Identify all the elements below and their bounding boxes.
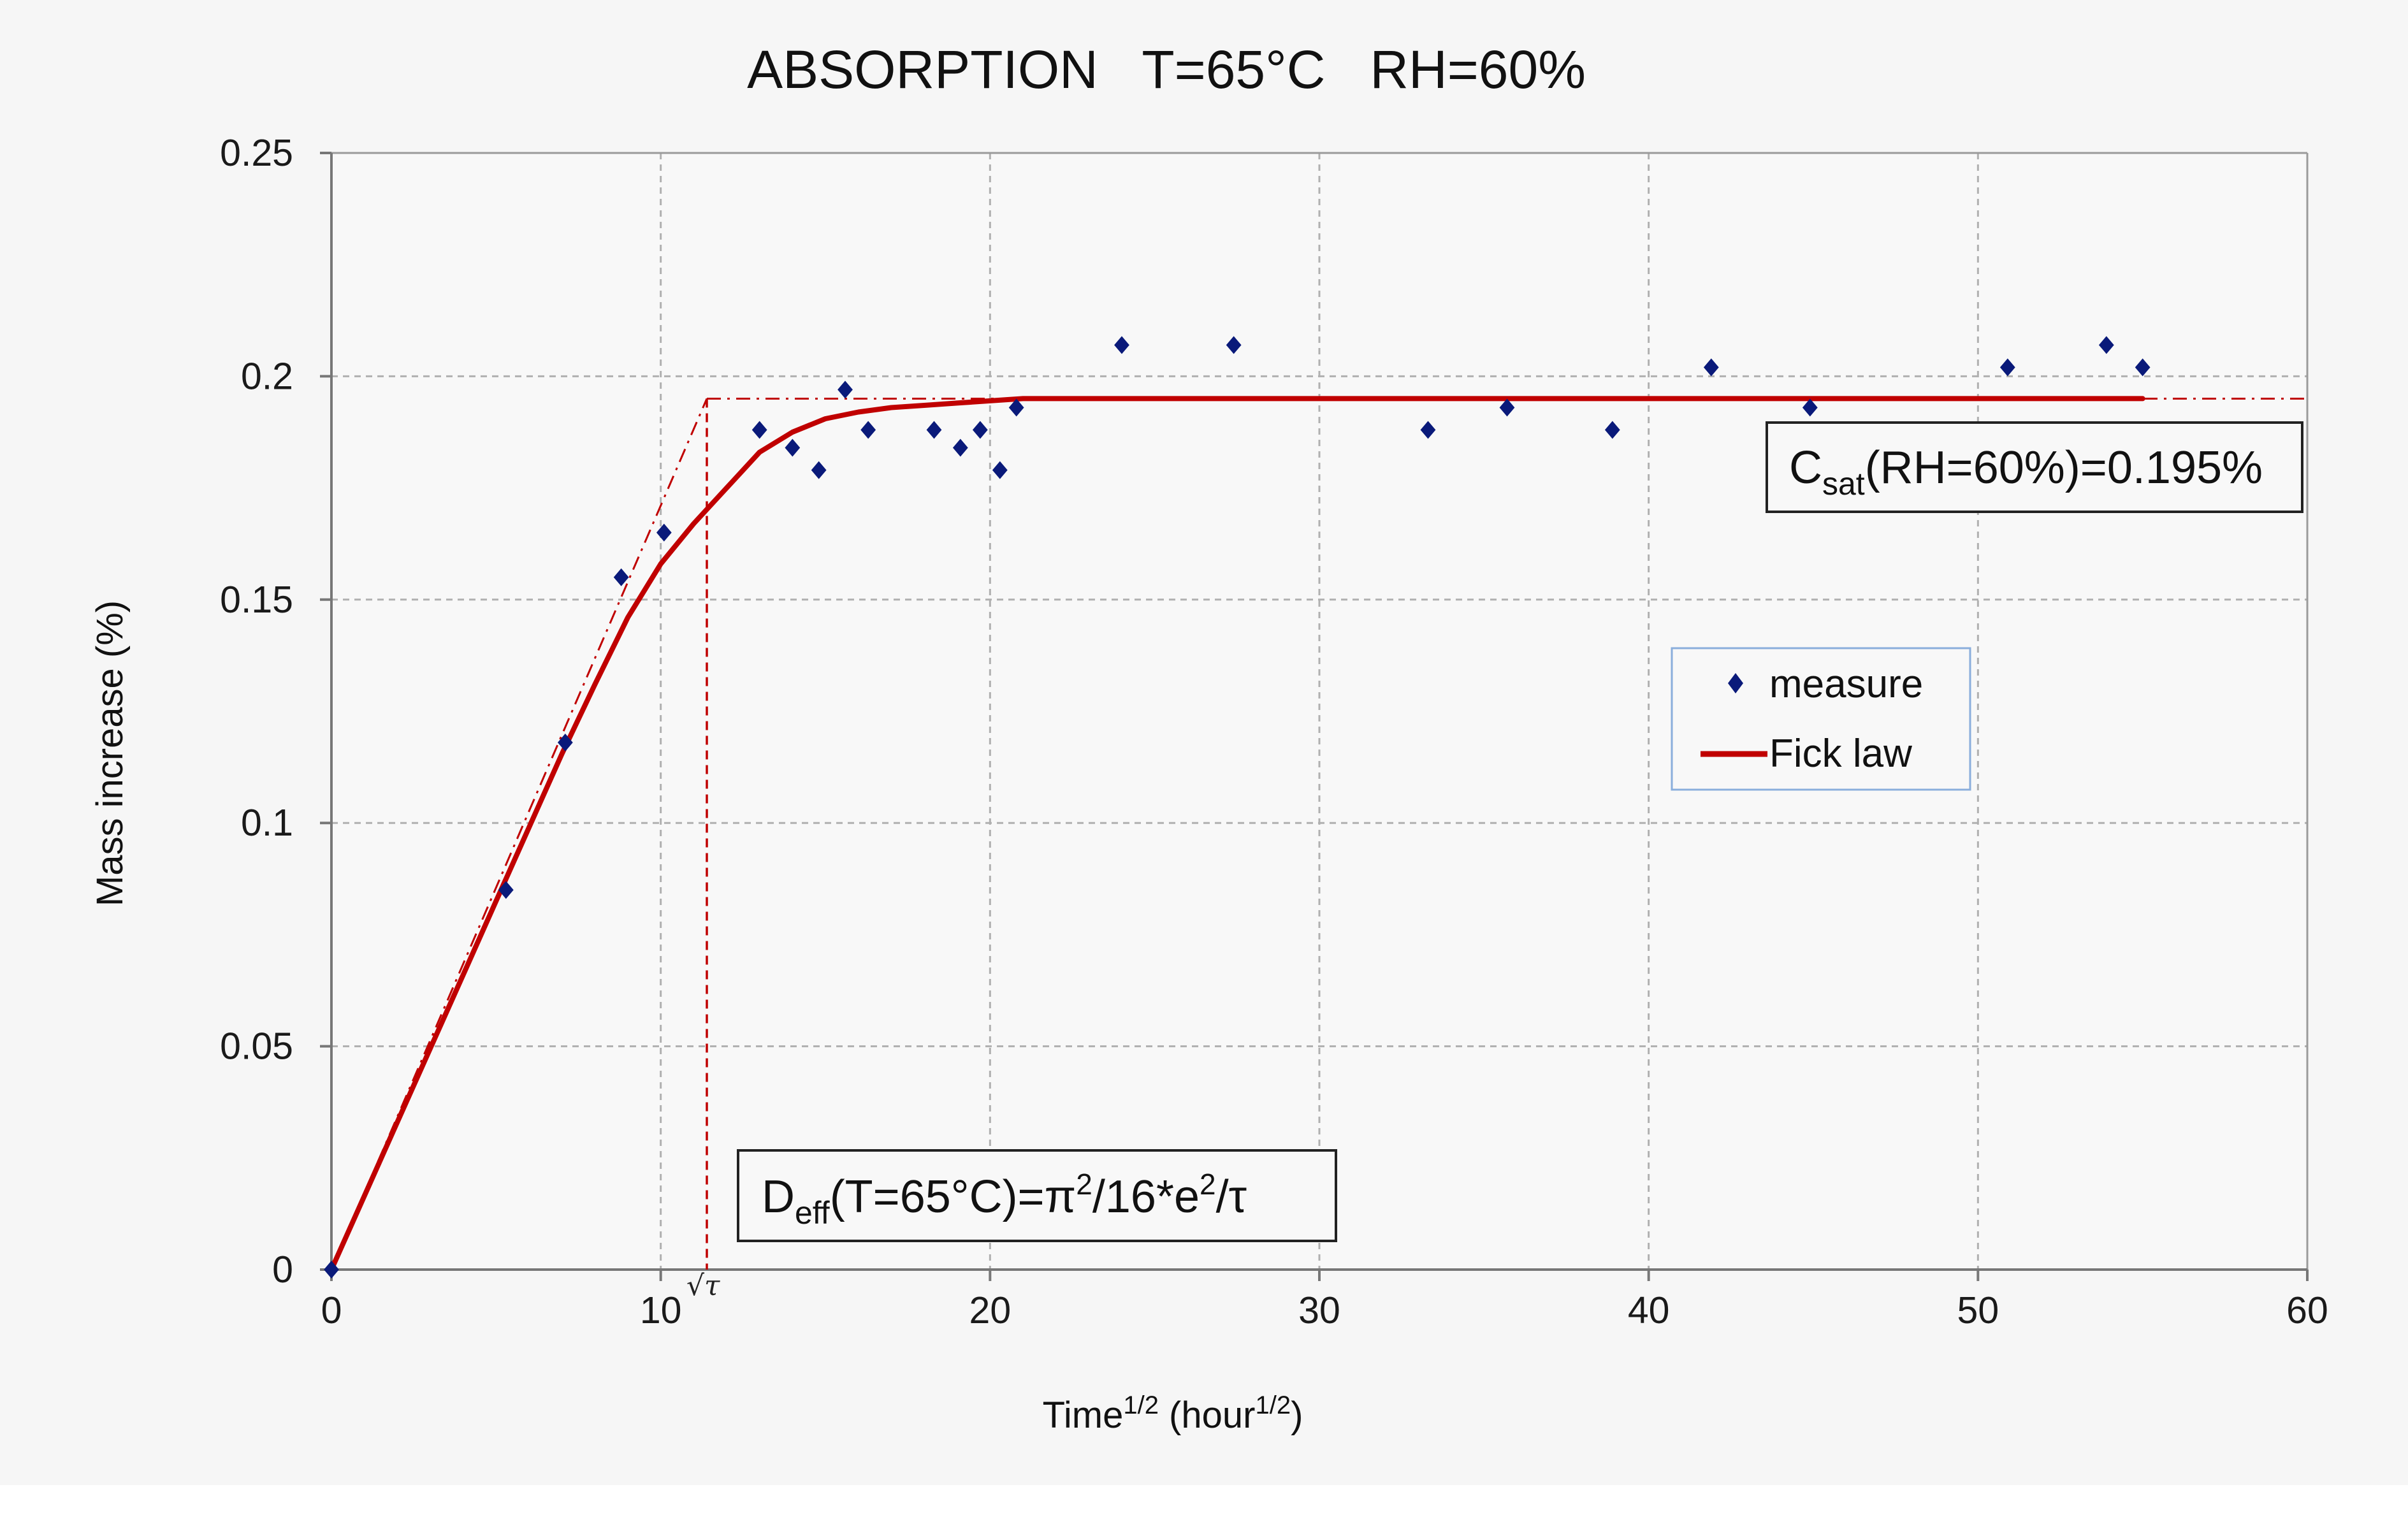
x-tick-label: 50 [1957,1289,1999,1331]
measure-point [860,421,876,439]
x-tick-labels: 0 10 20 30 40 50 60 [321,1289,2328,1331]
deff-annotation-box [737,1149,1337,1242]
measure-point [785,438,801,457]
x-axis-title: Time1/2 (hour1/2) [1043,1391,1303,1436]
y-tick-label: 0.2 [241,355,293,397]
fick-law-line [329,396,2145,1272]
legend-box [1671,647,1971,791]
measure-point [1420,421,1436,439]
measure-point [838,380,853,399]
measure-point [1703,358,1719,377]
legend-fick-label: Fick law [1769,732,1912,776]
csat-annotation-text: Csat(RH=60%)=0.195% [1789,442,2263,502]
measure-point [1802,398,1818,417]
measure-point [952,438,968,457]
measure-point [926,421,942,439]
measure-point [2135,358,2151,377]
measure-point [613,568,629,586]
measure-point [1604,421,1620,439]
legend-measure-label: measure [1769,662,1923,706]
chart-title: ABSORPTION T=65°C RH=60% [747,40,1586,99]
plot-area [331,153,2307,1270]
measure-point [811,461,827,479]
x-tick-label: 10 [640,1289,682,1331]
measure-series [324,336,2151,1279]
measure-point [972,421,988,439]
measure-point [751,421,767,439]
y-tick-labels: 0 0.05 0.1 0.15 0.2 0.25 [220,132,293,1291]
x-tick-label: 60 [2286,1289,2328,1331]
measure-point [992,461,1008,479]
y-axis-title: Mass increase (%) [89,600,131,906]
measure-point [1008,398,1024,417]
y-tick-label: 0.15 [220,579,293,621]
tau-label: √τ [686,1270,720,1302]
measure-point [324,1261,339,1279]
x-tick-label: 40 [1628,1289,1670,1331]
measure-point [1499,398,1515,417]
csat-annotation: Csat(RH=60%)=0.195% [1766,421,2303,513]
y-tick-label: 0 [272,1249,293,1291]
legend-measure-marker [1728,673,1743,693]
measure-point [2098,336,2114,354]
axes [320,152,2309,1281]
deff-annotation: Deff(T=65°C)=π2/16*e2/τ [737,1149,1337,1242]
legend: measure Fick law [1671,647,1971,791]
measure-point [1114,336,1129,354]
csat-annotation-box [1766,421,2303,513]
y-tick-label: 0.05 [220,1025,293,1068]
measure-point [656,523,672,542]
measure-point [1226,336,1242,354]
x-tick-label: 0 [321,1289,342,1331]
y-tick-label: 0.25 [220,132,293,174]
x-tick-label: 30 [1298,1289,1340,1331]
y-tick-label: 0.1 [241,802,293,844]
measure-point [498,881,514,899]
fick-law-series [329,396,2145,1272]
measure-point [557,734,573,752]
deff-annotation-text: Deff(T=65°C)=π2/16*e2/τ [762,1168,1247,1231]
measure-point [1999,358,2015,377]
x-tick-label: 20 [969,1289,1012,1331]
